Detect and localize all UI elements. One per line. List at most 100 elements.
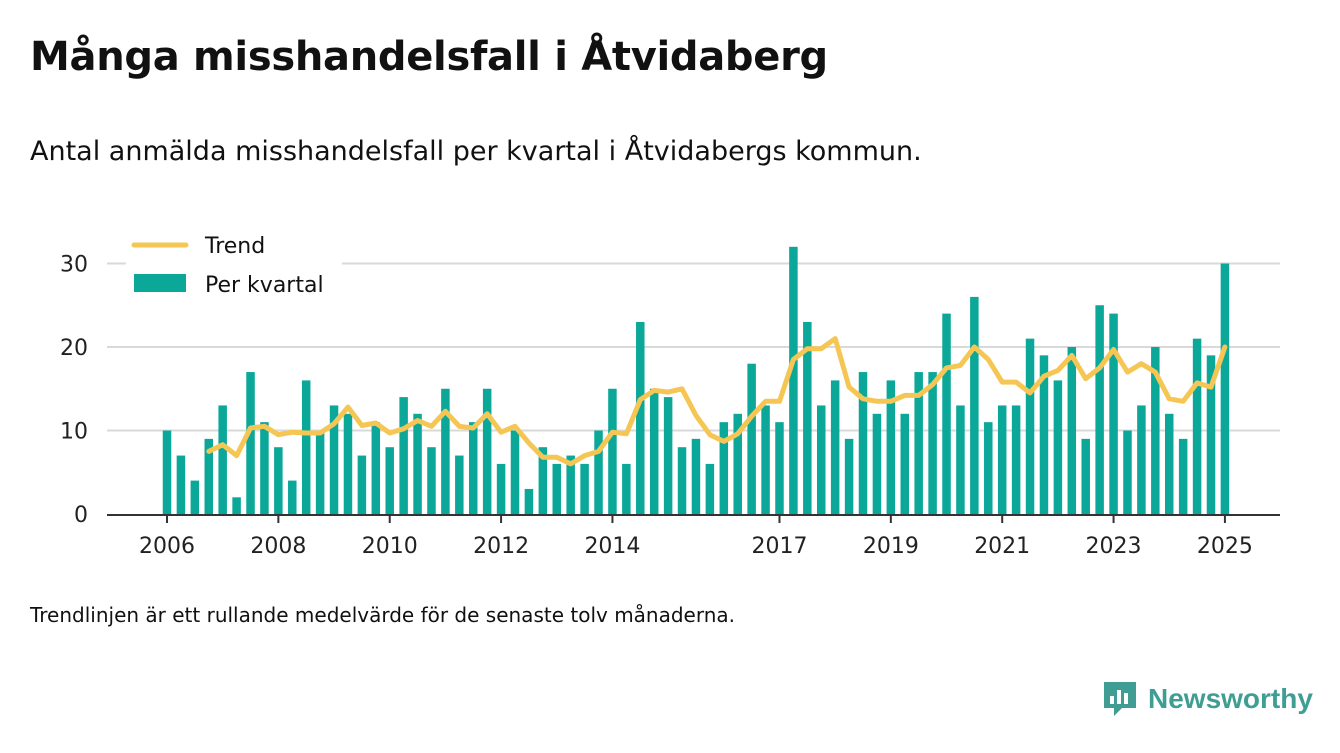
bar bbox=[803, 321, 812, 514]
bar bbox=[1053, 380, 1063, 514]
bar bbox=[301, 380, 311, 514]
bar bbox=[566, 455, 575, 514]
bar bbox=[1011, 405, 1021, 514]
bar bbox=[176, 455, 186, 514]
newsworthy-logo-icon bbox=[1104, 682, 1136, 716]
x-tick-label: 2012 bbox=[473, 534, 529, 559]
bar bbox=[204, 438, 214, 514]
bar bbox=[357, 455, 367, 514]
bar bbox=[246, 372, 255, 514]
x-tick-label: 2023 bbox=[1086, 534, 1142, 559]
bar bbox=[1109, 313, 1118, 514]
bar bbox=[761, 405, 770, 514]
bar bbox=[329, 405, 339, 514]
bar bbox=[496, 463, 506, 514]
bar bbox=[649, 388, 659, 514]
bar bbox=[538, 447, 548, 514]
bar bbox=[1095, 305, 1104, 514]
bar bbox=[789, 246, 798, 515]
bar bbox=[970, 296, 979, 514]
bar bbox=[984, 422, 993, 514]
y-tick-label: 10 bbox=[60, 420, 88, 445]
bar bbox=[1137, 405, 1146, 514]
x-tick-label: 2014 bbox=[584, 534, 640, 559]
bar bbox=[942, 313, 951, 514]
bar bbox=[1192, 338, 1202, 514]
brand-logo: Newsworthy bbox=[1102, 680, 1313, 718]
bar bbox=[928, 372, 937, 514]
bar bbox=[288, 480, 297, 514]
bar bbox=[636, 321, 645, 514]
y-tick-label: 30 bbox=[60, 253, 88, 278]
bar bbox=[608, 388, 617, 514]
bar bbox=[455, 455, 464, 514]
bar bbox=[260, 422, 269, 514]
bar bbox=[594, 430, 603, 514]
bar bbox=[427, 447, 436, 514]
bar bbox=[997, 405, 1007, 514]
bar bbox=[1025, 338, 1035, 514]
bar bbox=[385, 447, 394, 514]
bar bbox=[886, 380, 896, 514]
bar bbox=[315, 430, 325, 514]
bar bbox=[775, 422, 784, 514]
bar bbox=[1039, 355, 1049, 514]
bar bbox=[705, 463, 715, 514]
bar bbox=[844, 438, 854, 514]
bar bbox=[343, 413, 353, 514]
chart-subtitle: Antal anmälda misshandelsfall per kvarta… bbox=[30, 136, 922, 167]
trend-line-group bbox=[206, 336, 1228, 467]
bar bbox=[1067, 347, 1077, 514]
y-axis: 0 10 20 30 bbox=[60, 253, 88, 529]
bar bbox=[691, 438, 701, 514]
x-tick-label: 2025 bbox=[1197, 534, 1253, 559]
x-tick-label: 2021 bbox=[974, 534, 1030, 559]
bar bbox=[622, 463, 631, 514]
y-tick-label: 0 bbox=[74, 503, 88, 528]
bar bbox=[399, 397, 408, 514]
bar bbox=[1123, 430, 1132, 514]
bar bbox=[816, 405, 826, 514]
bar bbox=[552, 463, 562, 514]
bar bbox=[1220, 263, 1230, 514]
bar bbox=[1164, 413, 1174, 514]
bar bbox=[162, 430, 172, 514]
bar bbox=[1178, 438, 1188, 514]
bar bbox=[858, 372, 868, 514]
bar bbox=[524, 488, 534, 514]
chart-title: Många misshandelsfall i Åtvidaberg bbox=[30, 34, 828, 80]
x-tick-label: 2010 bbox=[362, 534, 418, 559]
bar bbox=[413, 413, 422, 514]
bar bbox=[663, 397, 673, 514]
bar bbox=[747, 363, 756, 514]
bar bbox=[482, 388, 492, 514]
x-tick-label: 2017 bbox=[751, 534, 807, 559]
legend-trend-label: Trend bbox=[204, 234, 265, 259]
bar bbox=[510, 430, 520, 514]
bar bbox=[956, 405, 965, 514]
bar bbox=[733, 413, 742, 514]
bar bbox=[872, 413, 882, 514]
bar bbox=[274, 447, 283, 514]
bar bbox=[218, 405, 227, 514]
bar bbox=[371, 422, 381, 514]
bar bbox=[900, 413, 910, 514]
bar bbox=[1206, 355, 1216, 514]
trend-line bbox=[206, 336, 1228, 467]
bar bbox=[580, 463, 589, 514]
legend: Trend Per kvartal bbox=[126, 226, 342, 304]
bar bbox=[190, 480, 200, 514]
brand-name: Newsworthy bbox=[1148, 683, 1313, 714]
chart-footnote: Trendlinjen är ett rullande medelvärde f… bbox=[30, 603, 736, 627]
bar bbox=[677, 447, 687, 514]
bar bbox=[719, 422, 729, 514]
bar bbox=[1151, 347, 1160, 514]
bar bbox=[468, 422, 478, 514]
y-tick-label: 20 bbox=[60, 336, 88, 361]
bars-per-kvartal bbox=[162, 246, 1230, 515]
x-tick-label: 2008 bbox=[250, 534, 306, 559]
bar bbox=[830, 380, 840, 514]
bar bbox=[232, 497, 241, 514]
bar bbox=[441, 388, 450, 514]
x-axis: 2006 2008 2010 2012 2014 2017 2019 2021 2023 2025 bbox=[107, 514, 1280, 559]
